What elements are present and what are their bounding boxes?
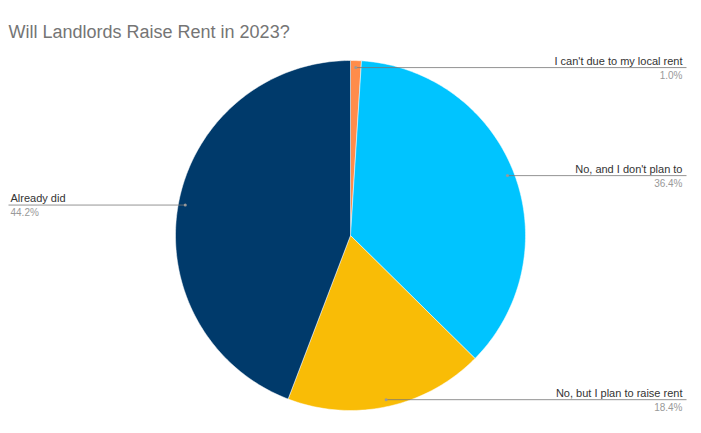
svg-text:No, and I don't plan to: No, and I don't plan to (575, 163, 682, 175)
svg-text:Will Landlords Raise Rent in 2: Will Landlords Raise Rent in 2023? (9, 22, 290, 42)
svg-text:36.4%: 36.4% (654, 178, 682, 189)
svg-text:44.2%: 44.2% (11, 207, 39, 218)
svg-text:No, but I plan to raise rent: No, but I plan to raise rent (556, 387, 683, 399)
svg-text:I can't due to my local rent: I can't due to my local rent (554, 55, 682, 67)
svg-text:Already did: Already did (11, 192, 66, 204)
svg-text:18.4%: 18.4% (654, 402, 682, 413)
svg-text:1.0%: 1.0% (660, 70, 683, 81)
